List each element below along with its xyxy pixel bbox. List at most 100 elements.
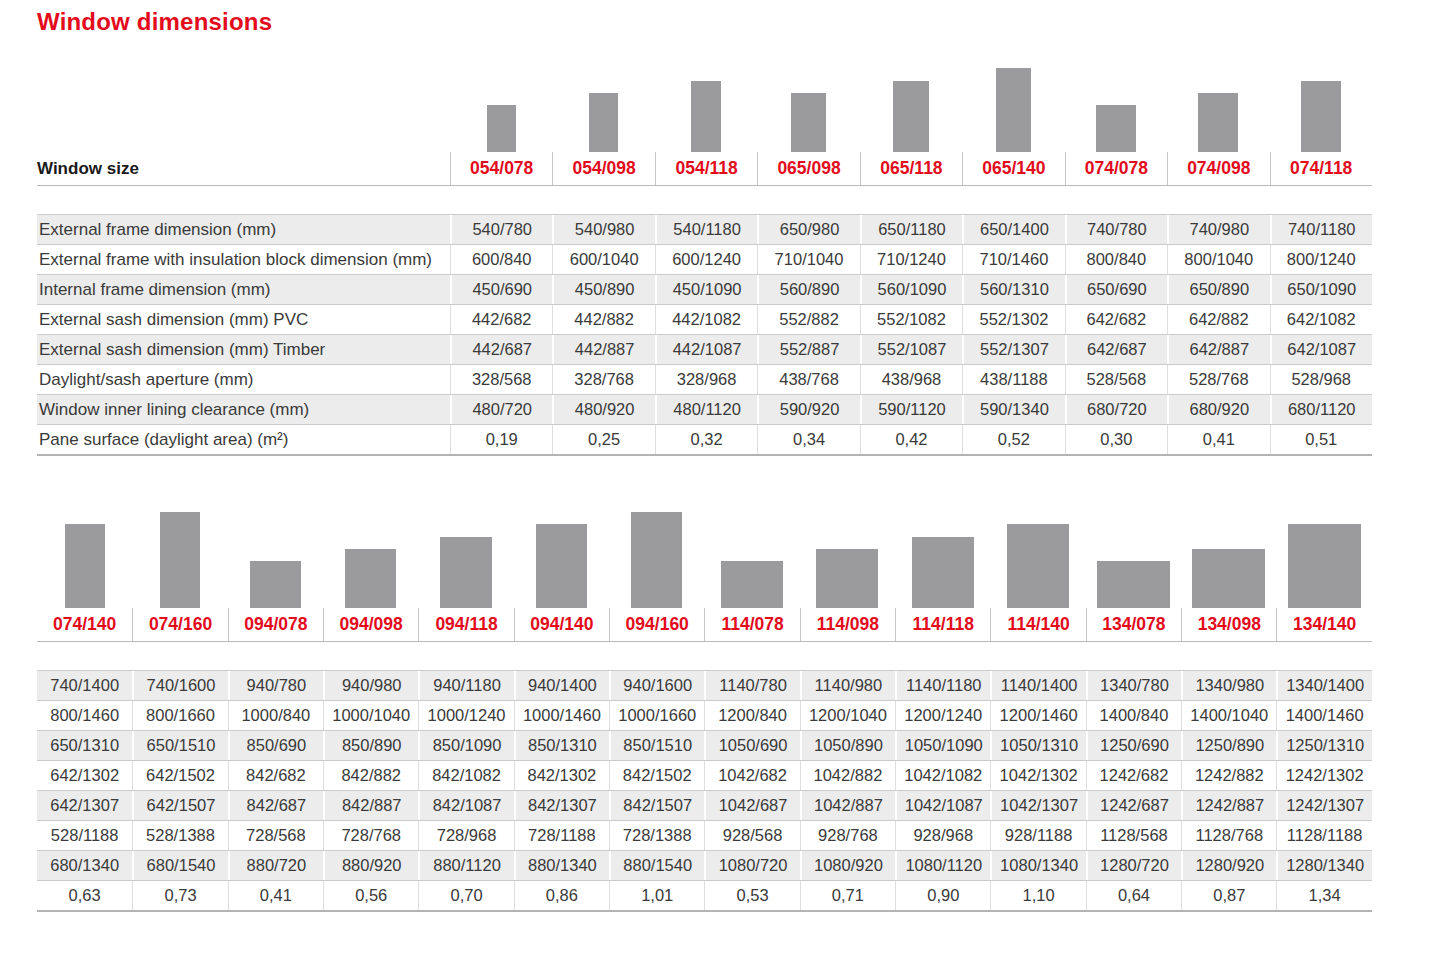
bar-slot: [609, 507, 704, 608]
table-cell: 710/1040: [757, 245, 859, 274]
table-cell: 1250/1310: [1276, 731, 1371, 760]
table-cell: 600/840: [450, 245, 552, 274]
table-cell: 560/1310: [962, 275, 1064, 304]
table-cell: 880/920: [323, 851, 418, 880]
table-row: Internal frame dimension (mm)450/690450/…: [37, 275, 1372, 305]
table-cell: 850/890: [323, 731, 418, 760]
window-proportion-bar: [487, 105, 516, 152]
table-cell: 650/1510: [132, 731, 227, 760]
column-header: 094/078: [228, 608, 323, 641]
column-header: 074/160: [132, 608, 227, 641]
bar-slot: [132, 507, 227, 608]
table-cell: 642/882: [1167, 305, 1269, 334]
table-cell: 442/1087: [655, 335, 757, 364]
window-proportion-bar: [1301, 81, 1341, 152]
table-cell: 928/568: [704, 821, 799, 850]
table-cell: 1050/1090: [895, 731, 990, 760]
table-cell: 528/1388: [132, 821, 227, 850]
bar-slot: [1086, 507, 1181, 608]
dimensions-table-large: 740/1400740/1600940/780940/980940/118094…: [37, 670, 1372, 912]
table-cell: 642/682: [1065, 305, 1167, 334]
table-cell: 880/1540: [609, 851, 704, 880]
table-cell: 552/1087: [860, 335, 962, 364]
column-header: 074/078: [1065, 152, 1167, 185]
table-cell: 642/1507: [132, 791, 227, 820]
window-proportion-bar: [996, 68, 1031, 152]
window-proportion-bar: [440, 537, 491, 608]
column-header: 094/118: [418, 608, 513, 641]
table-cell: 1340/780: [1086, 671, 1181, 700]
table-cell: 680/920: [1167, 395, 1269, 424]
table-cell: 0,87: [1181, 881, 1276, 910]
table-cell: 450/690: [450, 275, 552, 304]
table-cell: 800/840: [1065, 245, 1167, 274]
bar-slot: [1167, 62, 1269, 152]
table-cell: 1200/1460: [990, 701, 1085, 730]
table-cell: 1000/840: [228, 701, 323, 730]
table-row: 800/1460800/16601000/8401000/10401000/12…: [37, 701, 1372, 731]
table-cell: 940/1400: [514, 671, 609, 700]
window-proportion-bars: [37, 62, 1372, 152]
table-cell: 0,41: [1167, 425, 1269, 454]
table-cell: 800/1660: [132, 701, 227, 730]
bar-slot: [1181, 507, 1276, 608]
table-cell: 0,52: [962, 425, 1064, 454]
column-header: 074/098: [1167, 152, 1269, 185]
table-cell: 590/920: [757, 395, 859, 424]
table-cell: 1242/887: [1181, 791, 1276, 820]
table-cell: 850/1310: [514, 731, 609, 760]
table-cell: 0,30: [1065, 425, 1167, 454]
table-cell: 1,10: [990, 881, 1085, 910]
window-proportion-bar: [912, 537, 974, 608]
row-label: Window inner lining clearance (mm): [37, 395, 450, 424]
table-cell: 850/1510: [609, 731, 704, 760]
table-cell: 0,56: [323, 881, 418, 910]
table-cell: 442/687: [450, 335, 552, 364]
table-cell: 552/887: [757, 335, 859, 364]
table-cell: 1042/1307: [990, 791, 1085, 820]
table-cell: 328/568: [450, 365, 552, 394]
column-header: 134/140: [1276, 608, 1371, 641]
table-cell: 0,25: [552, 425, 654, 454]
row-label: External frame with insulation block dim…: [37, 245, 450, 274]
row-label: Internal frame dimension (mm): [37, 275, 450, 304]
table-cell: 740/1400: [37, 671, 132, 700]
table-cell: 728/1188: [514, 821, 609, 850]
table-cell: 1250/890: [1181, 731, 1276, 760]
table-cell: 1340/980: [1181, 671, 1276, 700]
table-cell: 552/1307: [962, 335, 1064, 364]
bar-slot: [655, 62, 757, 152]
window-proportion-bar: [1097, 561, 1170, 608]
table-cell: 480/1120: [655, 395, 757, 424]
table-cell: 842/1307: [514, 791, 609, 820]
table-cell: 0,86: [514, 881, 609, 910]
window-proportion-bar: [816, 549, 878, 608]
table-row: 680/1340680/1540880/720880/920880/112088…: [37, 851, 1372, 881]
table-cell: 540/780: [450, 215, 552, 244]
table-cell: 880/1340: [514, 851, 609, 880]
table-cell: 842/687: [228, 791, 323, 820]
spacer: [37, 186, 1372, 214]
table-cell: 728/768: [323, 821, 418, 850]
table-cell: 842/1082: [418, 761, 513, 790]
table-row: 642/1307642/1507842/687842/887842/108784…: [37, 791, 1372, 821]
table-cell: 940/780: [228, 671, 323, 700]
bar-slot: [757, 62, 859, 152]
table-cell: 1242/1302: [1276, 761, 1371, 790]
window-proportion-bar: [721, 561, 783, 608]
table-cell: 0,64: [1086, 881, 1181, 910]
table-cell: 642/1082: [1270, 305, 1372, 334]
bar-slot: [1270, 62, 1372, 152]
column-header: 054/118: [655, 152, 757, 185]
catalog-page: Window dimensions Window size054/078054/…: [0, 0, 1445, 956]
table-cell: 1000/1040: [323, 701, 418, 730]
table-cell: 1050/890: [800, 731, 895, 760]
table-cell: 480/920: [552, 395, 654, 424]
column-header: 054/098: [552, 152, 654, 185]
table-cell: 0,41: [228, 881, 323, 910]
table-cell: 1042/682: [704, 761, 799, 790]
table-cell: 1200/1040: [800, 701, 895, 730]
window-size-header-row: Window size054/078054/098054/118065/0980…: [37, 152, 1372, 186]
table-cell: 1242/1307: [1276, 791, 1371, 820]
column-header: 114/098: [800, 608, 895, 641]
